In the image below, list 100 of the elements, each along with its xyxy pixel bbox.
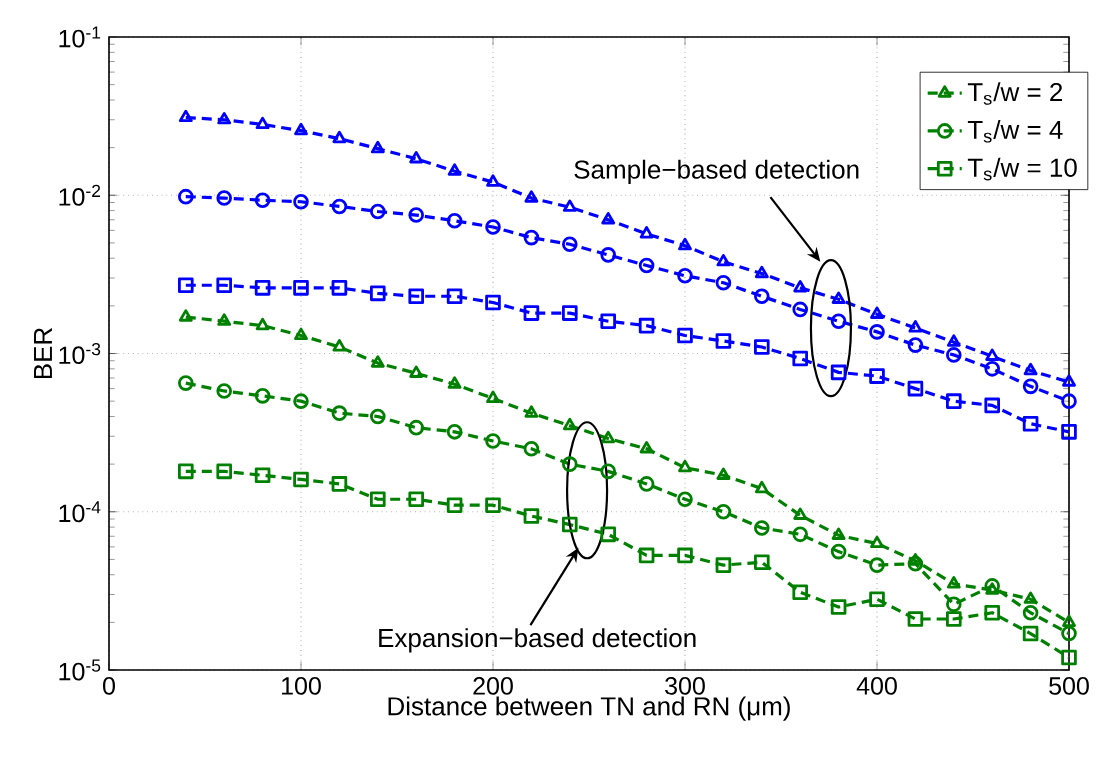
point	[830, 364, 847, 381]
point	[792, 584, 808, 601]
point	[830, 599, 847, 615]
point	[446, 424, 463, 440]
point	[908, 320, 923, 333]
point	[331, 476, 348, 492]
y-tick-label: 10$^{-4}$	[59, 501, 101, 523]
point	[254, 388, 271, 404]
point	[370, 203, 386, 220]
x-tick-label: 300	[665, 677, 705, 695]
point	[984, 604, 1000, 621]
point	[830, 543, 847, 560]
point	[600, 247, 616, 263]
point	[1062, 614, 1076, 627]
point	[216, 190, 232, 206]
point	[869, 324, 885, 340]
point	[524, 190, 539, 203]
point	[715, 333, 732, 349]
point	[1061, 424, 1077, 440]
point	[792, 350, 808, 367]
point	[523, 508, 540, 524]
point	[331, 280, 348, 296]
point	[715, 557, 732, 573]
point	[254, 192, 271, 209]
point	[754, 554, 770, 570]
point	[677, 327, 693, 344]
point	[486, 390, 500, 404]
point	[216, 383, 232, 399]
point	[715, 503, 732, 520]
point	[677, 491, 693, 508]
point	[293, 471, 309, 488]
point	[754, 480, 769, 494]
point	[332, 339, 347, 352]
point	[523, 305, 540, 321]
point	[254, 467, 271, 484]
point	[216, 277, 232, 294]
point	[446, 497, 463, 514]
point	[638, 476, 655, 492]
point	[293, 280, 309, 296]
point	[217, 313, 232, 326]
point	[331, 198, 348, 215]
y-tick-label: 10$^{-5}$	[59, 659, 101, 681]
point	[946, 596, 962, 613]
y-tick-label: 10$^{-3}$	[59, 342, 101, 365]
point	[869, 368, 885, 384]
point	[370, 140, 385, 154]
point	[178, 375, 194, 391]
point	[485, 219, 501, 235]
legend-label: T$_{s}$/w = 4	[967, 120, 1063, 143]
y-tick-label: 10$^{-1}$	[59, 26, 101, 48]
point	[408, 207, 424, 223]
point	[1023, 591, 1038, 604]
point	[485, 497, 501, 514]
point	[1022, 604, 1039, 621]
point	[1062, 374, 1076, 387]
point	[178, 309, 193, 322]
point	[332, 130, 347, 144]
point	[869, 591, 885, 608]
point	[907, 337, 924, 353]
point	[716, 253, 731, 267]
point	[486, 174, 500, 187]
point	[446, 212, 463, 229]
annotation: Expansion−based detection	[379, 628, 696, 653]
point	[985, 582, 1000, 595]
point	[1023, 362, 1038, 376]
point	[562, 305, 578, 321]
point	[370, 285, 386, 302]
point	[946, 393, 962, 409]
x-tick-label: 200	[473, 677, 513, 695]
point	[678, 237, 692, 251]
point	[408, 491, 424, 508]
point	[254, 280, 271, 296]
legend-label: T$_{s}$/w = 2	[967, 82, 1063, 105]
x-axis-title: Distance between TN and RN (μm)	[388, 696, 790, 721]
point	[1061, 649, 1077, 666]
point	[600, 313, 616, 330]
point	[178, 463, 194, 480]
point	[754, 288, 770, 305]
point	[485, 433, 501, 449]
point	[370, 491, 386, 508]
point	[600, 463, 616, 480]
point	[409, 365, 424, 378]
point	[754, 265, 769, 279]
annotation: Sample−based detection	[574, 159, 859, 184]
point	[370, 408, 386, 425]
point	[408, 419, 424, 436]
point	[370, 355, 385, 368]
point	[601, 430, 616, 444]
x-tick-label: 400	[856, 677, 897, 695]
point	[447, 376, 462, 389]
point	[870, 306, 884, 319]
point	[639, 226, 654, 239]
point	[985, 348, 1000, 361]
point	[1061, 393, 1077, 409]
point	[638, 547, 655, 564]
point	[408, 288, 424, 305]
point	[523, 229, 540, 246]
point	[216, 463, 232, 480]
point	[485, 294, 501, 311]
point	[678, 459, 692, 473]
